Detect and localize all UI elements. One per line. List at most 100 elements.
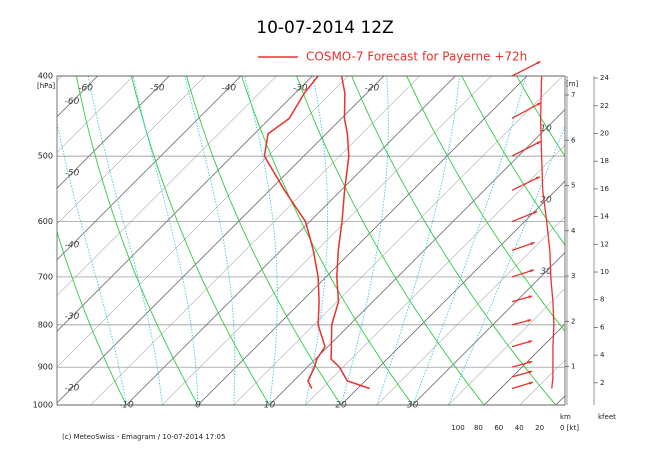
wind-arrow — [511, 102, 542, 119]
wind-arrow-head — [536, 141, 541, 145]
y-tick-label: 1000 — [33, 401, 53, 410]
y-tick-label: 600 — [38, 217, 53, 226]
footer: (c) MeteoSwiss - Emagram / 10-07-2014 17… — [62, 433, 225, 441]
wind-arrow-head — [529, 381, 534, 385]
kfeet-tick-label: 22 — [600, 102, 609, 110]
height-tick-label: 6 — [571, 136, 576, 144]
wind-tick-label: 100 — [451, 424, 464, 432]
isotherm-label: 20 — [540, 196, 552, 206]
height-tick-label: 1 — [571, 363, 575, 371]
isotherm — [126, 76, 456, 405]
isotherm — [57, 76, 277, 296]
x-tick-label: 30 — [407, 401, 419, 411]
isotherm — [305, 145, 565, 405]
wind-arrow-head — [527, 319, 532, 323]
isotherm — [57, 76, 349, 368]
wind-tick-label: 80 — [474, 424, 483, 432]
wind-arrow-head — [528, 295, 533, 299]
y-tick-label: 800 — [38, 320, 53, 329]
isotherm-label: -30 — [65, 312, 80, 322]
isotherm — [340, 180, 565, 405]
isotherm — [57, 76, 170, 189]
y-tick-label: 500 — [38, 152, 53, 161]
isotherm — [483, 323, 565, 405]
wind-speed-line — [539, 75, 555, 389]
isotherm-label: -60 — [65, 97, 80, 107]
wind-arrow-head — [530, 242, 535, 246]
wind-arrow — [511, 241, 535, 251]
isotherm — [269, 109, 565, 405]
wind-tick-label: 0 [kt] — [560, 424, 579, 432]
y-tick-label: 900 — [38, 363, 53, 372]
km-label: km — [560, 413, 571, 421]
x-tick-label: -10 — [119, 401, 134, 411]
isotherm — [57, 76, 206, 225]
kfeet-tick-label: 12 — [600, 240, 609, 248]
isotherm — [57, 76, 134, 153]
y-axis-label: [hPa] — [37, 82, 55, 90]
y-tick-label: 700 — [38, 272, 53, 281]
x-tick-label: 10 — [264, 401, 276, 411]
wind-arrow-head — [536, 61, 541, 65]
kfeet-tick-label: 18 — [600, 157, 609, 165]
kfeet-tick-label: 14 — [600, 213, 609, 221]
isotherm-label: 10 — [540, 124, 552, 134]
x-tick-label: 0 — [195, 401, 201, 411]
isotherm — [412, 252, 565, 405]
height-tick-label: 2 — [571, 317, 575, 325]
kfeet-tick-label: 16 — [600, 185, 609, 193]
isotherm — [197, 76, 528, 405]
kfeet-label: kfeet — [598, 413, 616, 421]
height-tick-label: 4 — [571, 227, 576, 235]
isotherm — [376, 216, 565, 405]
isotherm-label: -40 — [65, 240, 80, 250]
temperature-line — [330, 75, 370, 390]
isotherm — [448, 288, 565, 405]
isotherm-label: -50 — [150, 84, 165, 94]
kfeet-tick-label: 4 — [600, 351, 605, 359]
front: 400 500 600 700 800 900 1000 -10 0 10 20 30 -60 -50 -4… — [33, 60, 609, 432]
plot-frame — [56, 75, 566, 406]
isotherm — [90, 76, 420, 405]
isotherm-label: -20 — [365, 84, 380, 94]
dewpoint-line — [263, 75, 326, 389]
kfeet-tick-label: 20 — [600, 129, 609, 137]
height-tick-label: 7 — [571, 91, 575, 99]
kfeet-tick-label: 6 — [600, 323, 605, 331]
kfeet-tick-label: 10 — [600, 268, 609, 276]
isotherm-label: -30 — [293, 84, 308, 94]
isotherm — [233, 76, 563, 405]
wind-arrow — [511, 210, 538, 223]
wind-arrow-head — [537, 102, 542, 106]
kfeet-tick-label: 8 — [600, 296, 604, 304]
wind-arrow-head — [533, 211, 537, 215]
wind-arrow-head — [528, 370, 533, 374]
legend-text: COSMO-7 Forecast for Payerne +72h — [306, 50, 527, 64]
wind-tick-label: 20 — [535, 424, 544, 432]
wind-tick-label: 40 — [515, 424, 524, 432]
isotherm — [57, 76, 385, 404]
isotherm-label: -50 — [65, 169, 80, 179]
isotherm-label: -60 — [78, 84, 93, 94]
kfeet-tick-label: 24 — [600, 74, 609, 82]
height-tick-label: 3 — [571, 272, 575, 280]
height-label: [m] — [566, 80, 579, 88]
y-tick-label: 400 — [38, 72, 53, 81]
wind-arrow-head — [529, 269, 534, 273]
isotherm-label: -40 — [221, 84, 236, 94]
chart-title: 10-07-2014 12Z — [256, 18, 393, 38]
wind-arrow-head — [528, 361, 533, 364]
wind-arrow — [511, 269, 535, 278]
height-tick-label: 5 — [571, 182, 575, 190]
wind-arrow — [511, 140, 541, 157]
wind-tick-label: 60 — [494, 424, 503, 432]
wind-arrow — [511, 176, 541, 191]
isotherm-label: 30 — [540, 267, 552, 277]
kfeet-tick-label: 2 — [600, 379, 604, 387]
isotherm-label: -20 — [65, 383, 80, 393]
wind-arrow-head — [528, 340, 533, 344]
isotherm — [57, 76, 242, 261]
wind-arrow — [511, 60, 541, 77]
